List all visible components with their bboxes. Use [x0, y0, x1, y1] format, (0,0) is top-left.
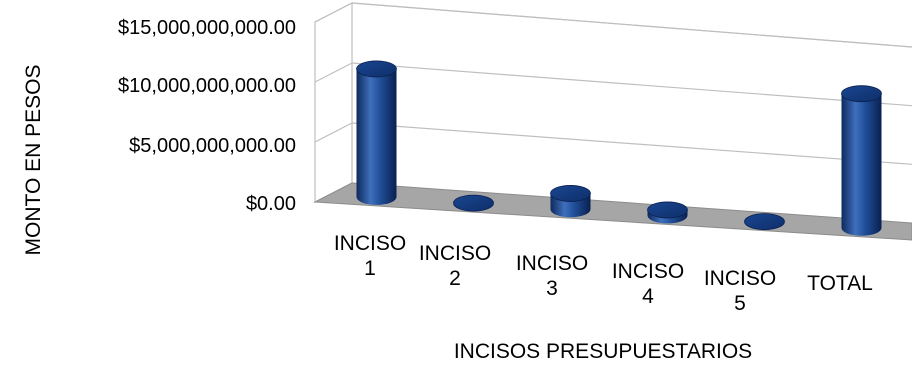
x-tick-label: INCISO 3	[516, 252, 588, 300]
x-tick-label: INCISO 4	[612, 260, 684, 308]
chart-walls	[314, 2, 912, 203]
bar-top	[356, 60, 397, 78]
bar-top	[744, 213, 785, 231]
x-tick-labels: INCISO 1 INCISO 2 INCISO 3 INCISO 4 INCISO 5 TOTAL	[334, 232, 873, 315]
x-tick-label: INCISO 5	[704, 267, 776, 315]
x-axis-title: INCISOS PRESUPUESTARIOS	[454, 340, 752, 363]
y-tick-label: $0.00	[246, 193, 296, 215]
x-tick-label: TOTAL	[807, 272, 873, 295]
gridline	[351, 62, 912, 107]
y-axis-title: MONTO EN PESOS	[22, 65, 45, 256]
gridlines	[314, 2, 912, 165]
x-tick-label: INCISO 1	[334, 232, 406, 280]
bar	[356, 60, 397, 205]
gridline	[351, 122, 912, 165]
y-tick-label: $15,000,000,000.00	[118, 17, 296, 39]
bar-top	[453, 194, 494, 212]
bar	[841, 85, 882, 236]
y-tick-label: $5,000,000,000.00	[129, 135, 296, 157]
bar-top	[841, 85, 882, 103]
gridline-side	[314, 62, 353, 83]
gridline-side	[314, 2, 353, 23]
bar	[550, 185, 591, 218]
bar-body	[356, 68, 397, 205]
gridline	[351, 2, 912, 48]
bar	[647, 201, 688, 224]
side-wall	[314, 2, 353, 203]
bar-body	[841, 93, 882, 236]
bar-top	[550, 185, 591, 202]
y-tick-label: $10,000,000,000.00	[118, 75, 296, 97]
gridline-side	[314, 122, 353, 143]
x-tick-label: INCISO 2	[419, 242, 491, 290]
bar-top	[647, 201, 688, 219]
bar	[744, 213, 785, 231]
y-tick-labels: $0.00 $5,000,000,000.00 $10,000,000,000.00…	[118, 17, 296, 215]
bar	[453, 194, 494, 212]
bars	[356, 60, 882, 236]
